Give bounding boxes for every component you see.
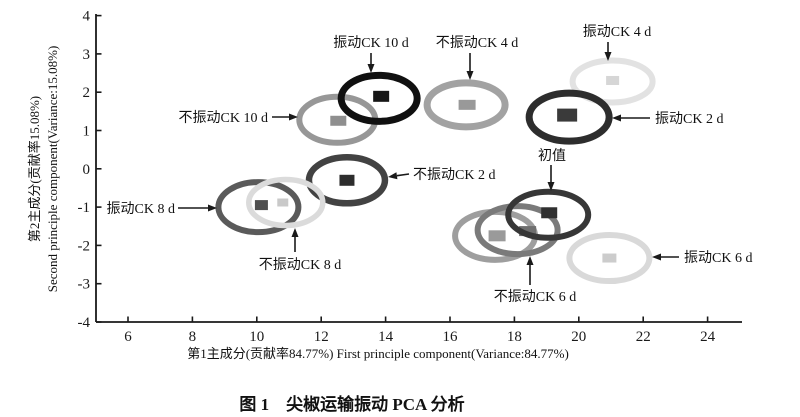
annotation: 振动CK 4 d [583, 24, 651, 61]
annotation-arrowhead-icon [547, 182, 555, 191]
annotation-arrowhead-icon [208, 204, 217, 212]
group-mean-marker [606, 75, 620, 85]
y-axis-title-en: Second principle component(Variance:15.0… [45, 46, 60, 293]
x-tick-label: 22 [636, 329, 651, 345]
y-tick-label: 3 [83, 47, 91, 63]
annotation: 振动CK 6 d [652, 250, 752, 266]
y-tick-label: -2 [78, 238, 91, 254]
y-tick-label: -1 [78, 200, 91, 216]
y-tick-label: 4 [83, 9, 91, 25]
group-ellipse [505, 188, 592, 241]
annotation-label: 初值 [538, 147, 566, 164]
pca-group [566, 232, 653, 285]
annotation: 振动CK 10 d [333, 35, 409, 73]
group-mean-marker [488, 230, 506, 242]
group-mean-marker [458, 99, 476, 110]
y-tick-label: 0 [83, 162, 91, 178]
group-ellipse [423, 79, 509, 131]
x-tick-label: 20 [571, 329, 586, 345]
annotation: 不振动CK 8 d [259, 228, 341, 273]
pca-group [305, 154, 389, 207]
pca-group [246, 176, 326, 229]
group-mean-marker [541, 207, 558, 219]
annotation-arrowhead-icon [466, 71, 474, 80]
pca-group [569, 57, 656, 106]
annotation: 不振动CK 6 d [494, 256, 576, 305]
x-tick-label: 6 [124, 329, 132, 345]
pca-group [337, 71, 421, 125]
annotation-arrow-line [396, 173, 410, 177]
annotation: 不振动CK 2 d [388, 167, 495, 183]
group-ellipse [569, 57, 656, 106]
group-mean-marker [254, 200, 268, 211]
annotation-label: 不振动CK 4 d [436, 35, 518, 51]
annotation-label: 不振动CK 2 d [413, 167, 495, 183]
group-ellipse [566, 232, 653, 285]
pca-group [423, 79, 509, 131]
group-ellipse [337, 71, 421, 125]
annotation-label: 振动CK 6 d [684, 250, 752, 266]
pca-group [474, 203, 561, 258]
annotation: 不振动CK 10 d [179, 110, 298, 126]
annotation-arrowhead-icon [612, 114, 621, 122]
annotation-label: 不振动CK 10 d [179, 110, 268, 126]
x-tick-label: 8 [189, 329, 197, 345]
annotation-arrowhead-icon [388, 172, 398, 180]
y-tick-label: 1 [83, 124, 91, 140]
annotation-label: 不振动CK 8 d [259, 257, 341, 273]
annotation-label: 振动CK 4 d [583, 24, 651, 40]
group-ellipse [305, 154, 389, 207]
annotation: 初值 [538, 147, 566, 191]
group-mean-marker [277, 198, 289, 207]
x-tick-label: 10 [249, 329, 264, 345]
group-ellipse [525, 89, 613, 145]
annotation: 振动CK 8 d [107, 201, 217, 217]
annotation-label: 振动CK 2 d [655, 111, 723, 127]
group-mean-marker [339, 174, 355, 186]
y-tick-label: -4 [78, 315, 91, 331]
x-tick-label: 14 [378, 329, 394, 345]
annotation-arrowhead-icon [604, 52, 612, 61]
group-mean-marker [557, 108, 578, 122]
group-mean-marker [330, 115, 347, 126]
group-mean-marker [602, 253, 617, 263]
y-tick-label: -3 [78, 277, 91, 293]
annotation-arrowhead-icon [289, 113, 298, 121]
y-tick-label: 2 [83, 85, 91, 101]
annotation-label: 振动CK 10 d [333, 35, 408, 51]
group-mean-marker [373, 90, 390, 102]
pca-scatter-plot: 6 8 10 12 14 16 18 20 22 2443210-1-2-3-4第1主成分(贡献率… [27, 9, 752, 361]
annotation-arrowhead-icon [291, 228, 299, 237]
group-ellipse [246, 176, 326, 229]
pca-group [525, 89, 613, 145]
x-tick-label: 18 [507, 329, 522, 345]
annotation-label: 振动CK 8 d [107, 201, 175, 217]
annotation-arrowhead-icon [367, 64, 375, 73]
figure-caption: 图 1 尖椒运输振动 PCA 分析 [239, 395, 465, 414]
x-axis-title: 第1主成分(贡献率84.77%) First principle compone… [187, 346, 569, 361]
annotation-arrowhead-icon [526, 256, 534, 265]
pca-group [215, 179, 302, 236]
x-tick-label: 12 [314, 329, 329, 345]
group-ellipse [215, 179, 302, 236]
annotation: 振动CK 2 d [612, 111, 723, 127]
x-tick-label: 16 [443, 329, 459, 345]
y-axis-title-cn: 第2主成分(贡献率15.08%) [27, 96, 42, 242]
pca-group [505, 188, 592, 241]
annotation-arrowhead-icon [652, 253, 661, 261]
group-mean-marker [519, 226, 537, 237]
annotation: 不振动CK 4 d [436, 35, 518, 80]
x-tick-label: 24 [700, 329, 716, 345]
annotation-label: 不振动CK 6 d [494, 289, 576, 305]
group-ellipse [474, 203, 561, 258]
